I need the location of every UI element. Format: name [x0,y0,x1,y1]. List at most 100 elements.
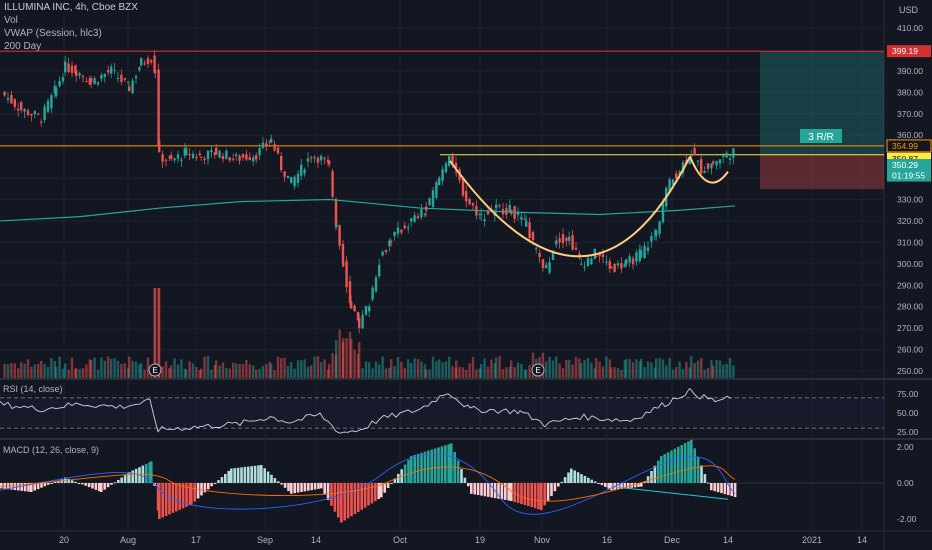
macd-bar [233,468,236,483]
macd-bar [74,481,77,483]
vwap-legend[interactable]: VWAP (Session, hlc3) [4,28,102,39]
volume-bar [131,360,134,378]
rr-label: 3 R/R [808,132,834,143]
volume-bar [531,352,535,378]
macd-bar [263,468,266,483]
macd-bar [357,483,360,512]
volume-bar [103,360,106,378]
volume-bar [593,368,596,378]
volume-bar [722,364,725,378]
volume-bar [143,369,146,378]
volume-bar [688,367,691,378]
macd-bar [326,483,330,501]
volume-bar [176,364,180,378]
symbol-legend[interactable]: ILLUMINA INC, 4h, Cboe BZX [4,2,138,13]
price-tick-label: 250.00 [897,366,923,376]
volume-bar [461,367,465,378]
volume-bar [358,341,361,378]
macd-bar [123,475,127,483]
candle [30,113,33,116]
volume-bar [520,364,523,378]
volume-bar [435,361,438,378]
volume-legend[interactable]: Vol [4,15,18,26]
volume-bar [96,369,100,378]
volume-bar [508,366,511,378]
macd-bar [47,483,50,485]
candle [221,156,225,160]
volume-bar [516,362,520,378]
macd-bar [663,454,666,483]
candle [113,69,116,71]
macd-bar [397,473,400,483]
volume-bar [58,356,61,378]
volume-bar [290,362,293,378]
volume-bar [221,362,225,378]
candle [37,113,40,115]
macd-bar [604,483,607,487]
macd-bar [33,483,36,491]
candle [623,264,626,267]
macd-bar [343,483,346,521]
volume-bar [448,356,451,378]
volume-bar [650,362,653,378]
macd-legend[interactable]: MACD (12, 26, close, 9) [3,445,100,455]
price-tick-label: 380.00 [897,87,923,97]
candle [613,264,616,272]
macd-bar [727,483,730,496]
macd-bar [103,483,106,490]
volume-bar [128,356,131,378]
candle [480,214,483,216]
macd-bar [277,481,280,483]
candle [107,69,110,73]
macd-bar [243,466,247,483]
macd-bar [560,481,563,483]
volume-bar [300,360,303,378]
macd-bar [413,454,416,483]
candle [40,121,43,123]
volume-bar [213,364,216,378]
candle [435,182,438,198]
macd-bar [483,483,487,497]
candle [728,158,732,160]
volume-bar [410,362,413,378]
macd-bar [346,483,350,519]
candle [335,223,338,228]
volume-bar [478,368,481,378]
macd-bar [473,483,476,495]
volume-bar [43,363,46,378]
macd-bar [527,483,530,507]
price-tick-label: 300.00 [897,259,923,269]
candle [228,157,231,161]
candle [631,258,635,265]
time-tick-label: 2021 [802,535,822,545]
macd-bar [437,447,440,483]
candle [693,147,696,156]
volume-bar [548,356,551,378]
ma200-legend[interactable]: 200 Day [4,41,42,52]
volume-bar [628,358,631,378]
rsi-legend[interactable]: RSI (14, close) [3,384,63,394]
macd-bar [210,483,213,487]
volume-bar [338,329,341,378]
macd-bar [134,468,138,483]
candle [310,157,313,159]
macd-bar [407,459,410,483]
candle [690,155,693,157]
macd-bar [20,483,23,491]
volume-bar [685,362,688,378]
volume-bar [88,359,91,378]
volume-bar [725,363,728,378]
candle [583,266,586,268]
candle [218,151,221,158]
macd-bar [673,448,677,483]
volume-bar [598,361,601,378]
candle [168,156,171,158]
volume-bar [413,358,416,378]
macd-bar [217,480,220,483]
candle [722,155,725,157]
macd-bar [557,483,560,487]
candle [303,169,306,174]
volume-bar [6,364,10,378]
macd-divergence-line [611,486,729,500]
